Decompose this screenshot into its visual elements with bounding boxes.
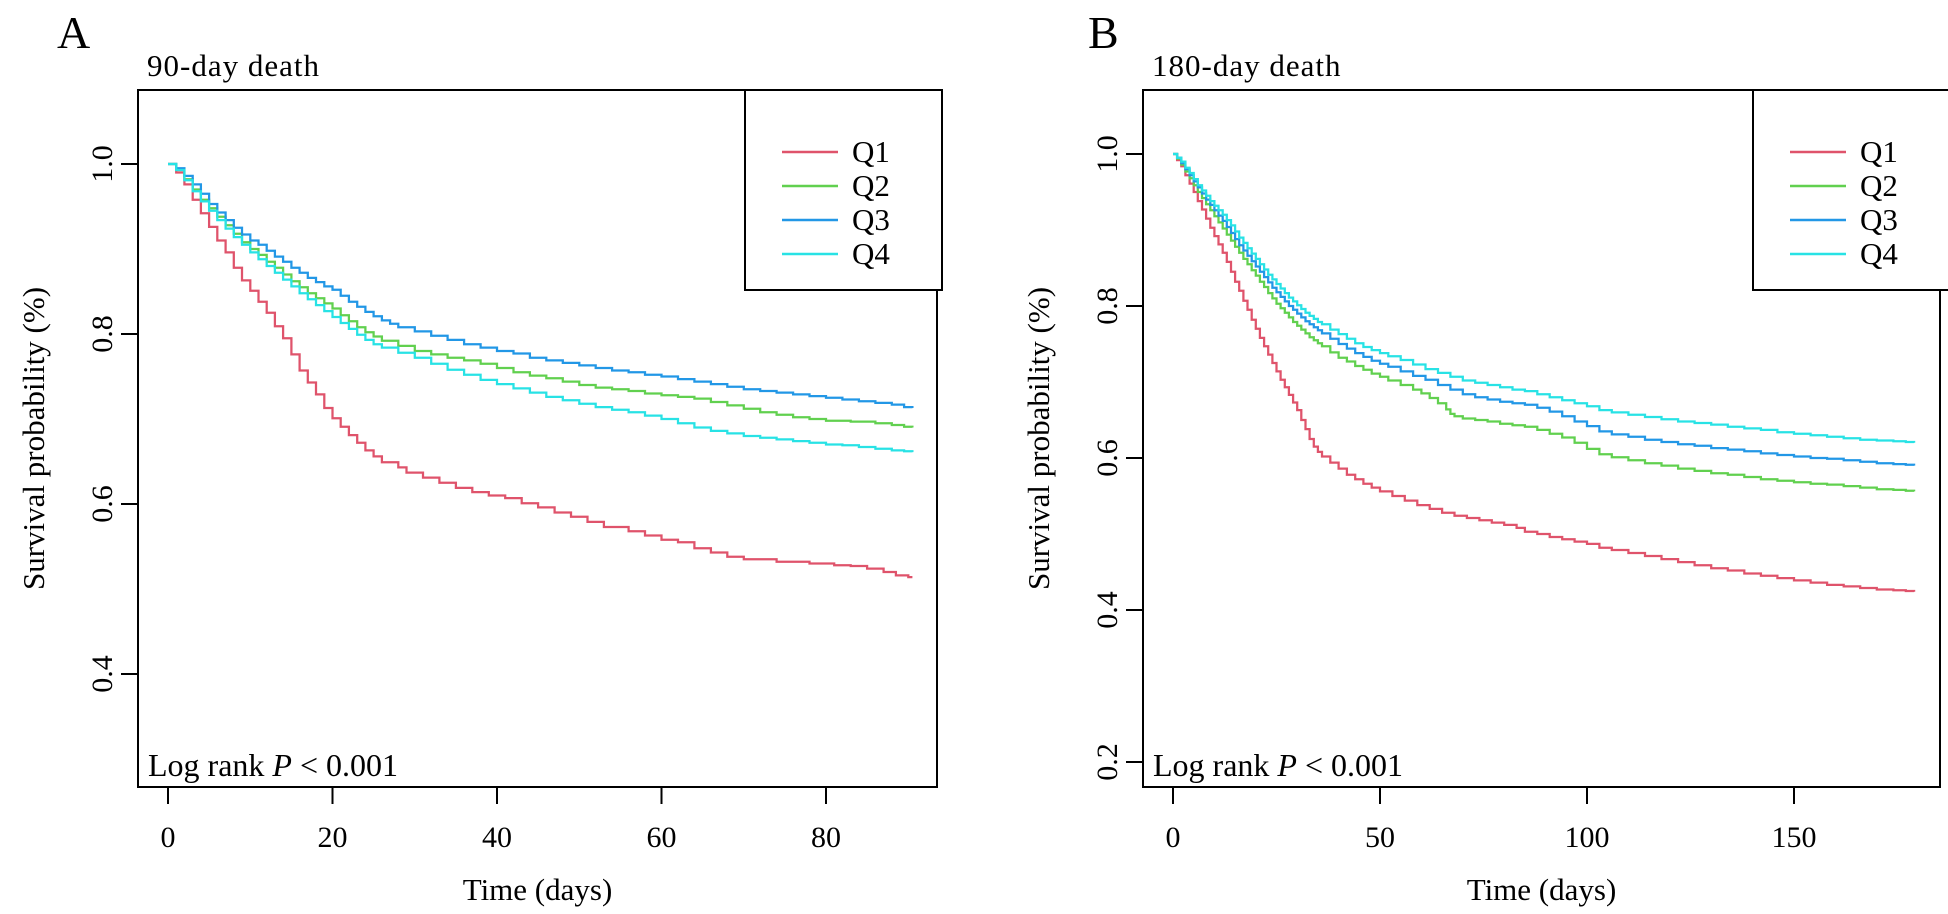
- panel-A-xtick-label-2: 40: [482, 821, 512, 854]
- panel-A-legend-label-Q1: Q1: [852, 134, 890, 169]
- panel-A-ytick-label-0: 1.0: [86, 145, 119, 183]
- panel-A-x-axis-label: Time (days): [463, 872, 613, 907]
- panel-A-title: 90-day death: [147, 48, 320, 83]
- panel-A-ytick-label-2: 0.6: [86, 485, 119, 523]
- panel-A-xtick-label-3: 60: [647, 821, 677, 854]
- panel-A-ytick-label-1: 0.8: [86, 315, 119, 353]
- panel-B-curve-Q4: [1173, 152, 1916, 444]
- panel-B-ytick-label-4: 0.2: [1091, 743, 1124, 781]
- panel-A-xtick-label-4: 80: [811, 821, 841, 854]
- panel-A-curve-Q3: [168, 162, 914, 409]
- panel-B-curve-Q1: [1173, 152, 1916, 593]
- panel-A-curve-Q4: [168, 162, 914, 453]
- panel-B-legend-label-Q3: Q3: [1860, 202, 1898, 237]
- panel-A-logrank-annotation: Log rank P < 0.001: [148, 747, 398, 783]
- panel-B-curve-Q3: [1173, 152, 1916, 466]
- panel-B-xtick-label-2: 100: [1565, 821, 1610, 854]
- panel-B-ytick-label-2: 0.6: [1091, 439, 1124, 477]
- panel-B-ytick-label-3: 0.4: [1091, 591, 1124, 629]
- panel-B: B 180-day death 1.0 0.8 0.6 0.4 0.2 0 50 100 150 Su…: [1021, 7, 1948, 907]
- panel-A-ytick-label-3: 0.4: [86, 655, 119, 693]
- panel-B-ytick-label-0: 1.0: [1091, 135, 1124, 173]
- panel-A-plot-box: [137, 89, 938, 788]
- panel-B-logrank-annotation: Log rank P < 0.001: [1153, 747, 1403, 783]
- panel-A-legend-box: [744, 89, 943, 291]
- panel-B-xtick-label-3: 150: [1772, 821, 1817, 854]
- panel-B-ytick-label-1: 0.8: [1091, 287, 1124, 325]
- panel-A-xtick-label-0: 0: [161, 821, 176, 854]
- panel-B-curve-Q2: [1173, 152, 1916, 492]
- panel-A-curve-Q1: [168, 162, 913, 579]
- panel-A-xtick-label-1: 20: [318, 821, 348, 854]
- panel-B-legend-label-Q2: Q2: [1860, 168, 1898, 203]
- panel-A-legend-label-Q2: Q2: [852, 168, 890, 203]
- panel-A-legend-label-Q3: Q3: [852, 202, 890, 237]
- panel-B-legend-label-Q4: Q4: [1860, 236, 1898, 271]
- panel-B-xtick-label-1: 50: [1365, 821, 1395, 854]
- panel-B-title: 180-day death: [1152, 48, 1341, 83]
- panel-A: A 90-day death 1.0 0.8 0.6 0.4 0 20 40 60 80 Surviv…: [16, 7, 943, 907]
- panel-B-y-axis-label: Survival probability (%): [1021, 287, 1056, 590]
- panel-B-legend-box: [1752, 89, 1948, 291]
- panel-B-letter: B: [1088, 7, 1119, 58]
- panel-B-xtick-label-0: 0: [1166, 821, 1181, 854]
- panel-A-legend-label-Q4: Q4: [852, 236, 890, 271]
- panel-A-letter: A: [57, 7, 90, 58]
- panel-A-y-axis-label: Survival probability (%): [16, 287, 51, 590]
- panel-B-legend-label-Q1: Q1: [1860, 134, 1898, 169]
- panel-B-x-axis-label: Time (days): [1467, 872, 1617, 907]
- panel-B-plot-box: [1142, 89, 1941, 788]
